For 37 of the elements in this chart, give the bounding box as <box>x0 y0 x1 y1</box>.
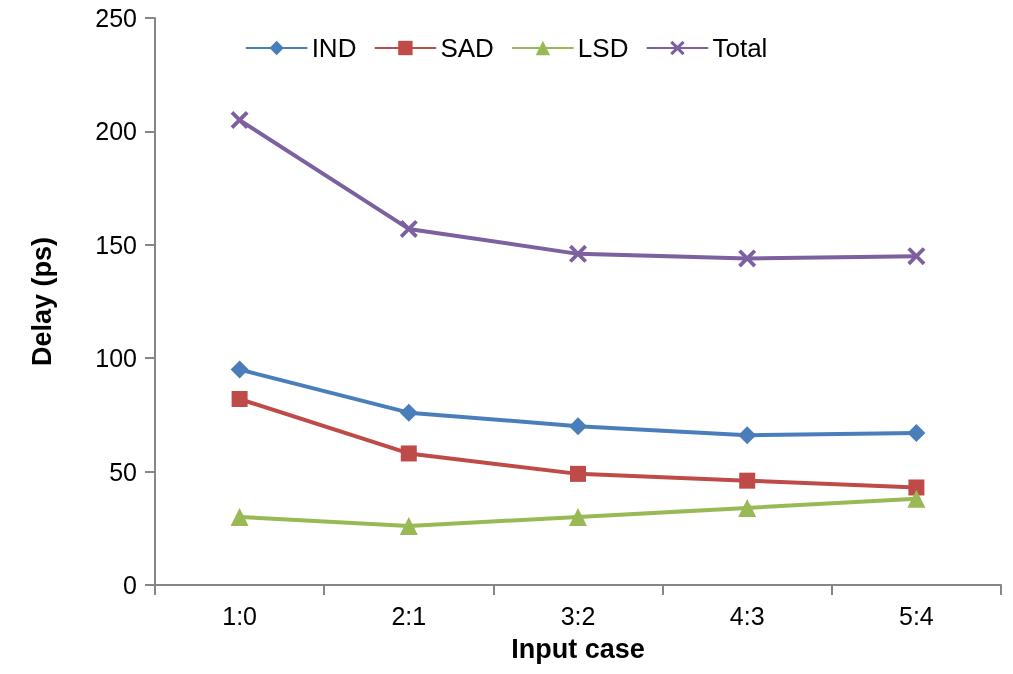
point <box>569 244 587 263</box>
point <box>738 249 757 268</box>
y-tick-label: 150 <box>95 230 137 259</box>
point <box>399 219 418 238</box>
legend-label: Total <box>712 33 768 63</box>
point <box>230 507 249 526</box>
x-tick-label: 1:0 <box>222 601 257 630</box>
legend-label: LSD <box>577 33 629 63</box>
point <box>230 111 249 130</box>
x-tick-label: 5:4 <box>899 601 934 630</box>
point <box>738 426 757 445</box>
point <box>400 445 417 462</box>
y-tick-label: 250 <box>95 4 137 32</box>
point <box>739 472 756 489</box>
legend-label: IND <box>311 33 357 63</box>
point <box>231 391 248 408</box>
x-tick-label: 4:3 <box>729 601 765 630</box>
point <box>569 417 587 436</box>
point <box>738 498 757 517</box>
point <box>570 465 586 482</box>
point <box>569 507 587 526</box>
x-tick-label: 3:2 <box>560 601 596 630</box>
x-tick-label: 2:1 <box>391 601 427 630</box>
point <box>399 403 418 422</box>
y-tick-label: 0 <box>123 571 137 599</box>
point <box>907 424 926 443</box>
y-axis-title: Delay (ps) <box>26 236 57 367</box>
y-tick-label: 50 <box>109 457 137 486</box>
legend-label: SAD <box>440 33 494 63</box>
x-axis-title: Input case <box>511 633 645 664</box>
point <box>230 360 249 379</box>
point <box>907 247 926 266</box>
point <box>908 479 925 496</box>
y-tick-label: 200 <box>95 117 137 146</box>
point <box>907 489 926 508</box>
point <box>399 517 418 536</box>
y-tick-label: 100 <box>95 344 137 373</box>
